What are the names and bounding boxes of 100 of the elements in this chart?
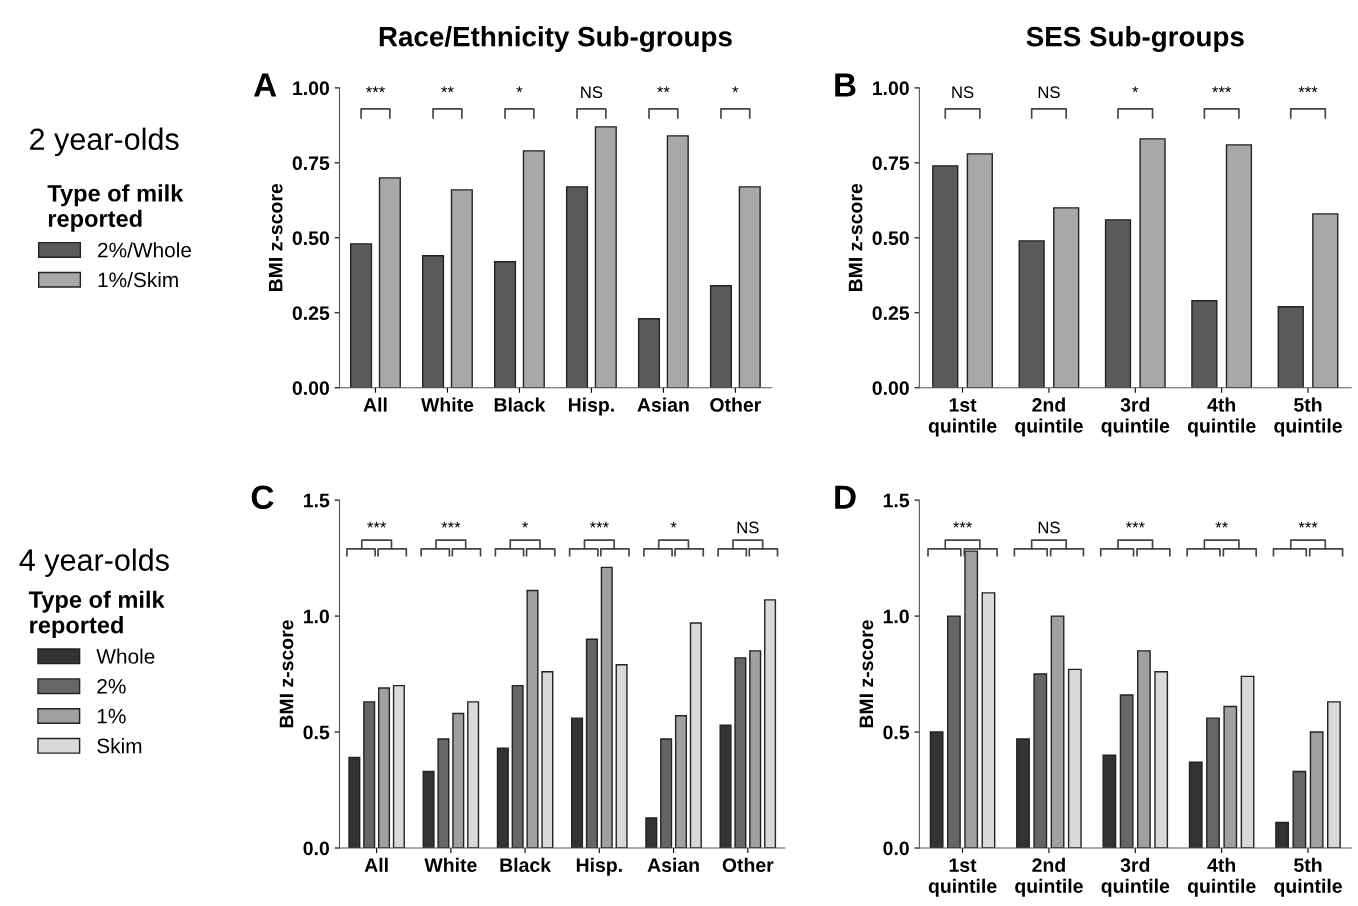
bar xyxy=(966,153,993,388)
bar xyxy=(1275,821,1290,849)
annotation: * xyxy=(522,521,529,528)
bar xyxy=(946,615,961,849)
y-tick-label: 0.25 xyxy=(872,306,910,321)
annotation: NS xyxy=(581,86,603,99)
text: 2 year-olds xyxy=(30,127,179,157)
text: D xyxy=(835,485,856,509)
y-tick-label: 0.75 xyxy=(292,156,330,171)
bar xyxy=(738,186,761,388)
y-axis-title: BMI z-score xyxy=(268,183,283,292)
annotation: NS xyxy=(1038,86,1060,99)
y-tick-label: 1.0 xyxy=(883,609,909,624)
annotation: NS xyxy=(1038,521,1060,534)
y-tick-label: 1.00 xyxy=(873,81,909,96)
bar xyxy=(1292,770,1307,849)
x-tick-label: All xyxy=(363,397,387,412)
annotation: *** xyxy=(1212,86,1232,93)
bar xyxy=(674,715,688,849)
bar xyxy=(437,738,450,849)
y-tick-label: 1.0 xyxy=(303,609,329,624)
bar xyxy=(496,747,509,849)
bar xyxy=(348,756,361,849)
bar xyxy=(363,701,376,849)
annotation: ** xyxy=(657,86,670,93)
x-tick-label: 4th quintile xyxy=(1187,857,1256,897)
legend-label: 1% xyxy=(97,708,126,724)
y-tick-label: 0.75 xyxy=(872,156,910,171)
x-tick-label: 2nd quintile xyxy=(1015,857,1083,897)
bar xyxy=(929,731,944,849)
x-tick-label: All xyxy=(364,857,388,872)
bar xyxy=(422,770,435,849)
annotation: *** xyxy=(953,521,973,528)
x-tick-label: 1st quintile xyxy=(928,398,997,437)
bar xyxy=(467,701,480,849)
bar xyxy=(1206,717,1220,849)
bar xyxy=(522,150,545,388)
x-tick-label: 3rd quintile xyxy=(1101,857,1170,897)
bar xyxy=(1240,675,1255,849)
y-tick-label: 0.0 xyxy=(883,841,909,856)
bar xyxy=(1188,761,1203,849)
bar xyxy=(585,638,598,849)
bar xyxy=(660,738,673,849)
legend-title: Type of milk reported xyxy=(28,590,165,639)
text: B xyxy=(835,73,856,97)
x-tick-label: Hisp. xyxy=(568,397,614,416)
legend-label: Skim xyxy=(97,738,142,754)
bar xyxy=(666,135,689,388)
y-axis-title: BMI z-score xyxy=(848,183,863,292)
legend-label: Whole xyxy=(96,648,155,664)
y-axis-title: BMI z-score xyxy=(859,620,874,728)
y-axis-title: BMI z-score xyxy=(279,620,294,728)
bar xyxy=(600,566,613,849)
bar xyxy=(1312,213,1339,388)
bar xyxy=(734,657,747,849)
x-tick-label: Other xyxy=(710,397,761,412)
y-tick-label: 0.25 xyxy=(292,306,330,321)
x-tick-label: Hisp. xyxy=(576,857,622,876)
bar xyxy=(1225,144,1253,388)
text: A xyxy=(253,73,277,97)
y-tick-label: 0.5 xyxy=(303,725,330,740)
bar xyxy=(964,550,979,849)
x-tick-label: Asian xyxy=(637,397,689,412)
bar xyxy=(392,684,405,849)
bar xyxy=(1033,673,1048,849)
bar xyxy=(749,650,762,849)
bar xyxy=(1137,650,1151,849)
annotation: *** xyxy=(1125,521,1145,528)
y-tick-label: 0.5 xyxy=(883,725,910,740)
bar xyxy=(1067,668,1082,849)
annotation: * xyxy=(732,86,739,93)
bar xyxy=(1223,705,1238,849)
x-tick-label: Asian xyxy=(647,857,699,873)
annotation: *** xyxy=(1298,86,1318,93)
legend-title: Type of milk reported xyxy=(47,184,184,232)
y-tick-label: 0.50 xyxy=(872,231,909,246)
annotation: * xyxy=(670,521,677,528)
y-tick-label: 1.00 xyxy=(293,81,329,96)
y-tick-label: 0.00 xyxy=(292,381,329,395)
bar xyxy=(1053,207,1080,388)
x-tick-label: 2nd quintile xyxy=(1015,397,1083,437)
annotation: *** xyxy=(366,86,385,93)
bar xyxy=(1102,754,1117,849)
annotation: * xyxy=(1132,86,1139,93)
annotation: ** xyxy=(1215,521,1228,528)
annotation: *** xyxy=(589,521,609,528)
bar xyxy=(1119,694,1134,849)
x-tick-label: Black xyxy=(500,857,552,873)
y-tick-label: 0.50 xyxy=(292,231,329,246)
y-tick-label: 1.5 xyxy=(303,493,330,508)
legend-label: 2%/Whole xyxy=(98,242,192,258)
bar xyxy=(541,671,554,849)
y-tick-label: 0.0 xyxy=(303,841,329,856)
bar xyxy=(689,622,702,849)
y-tick-label: 1.5 xyxy=(883,493,910,508)
y-tick-label: 0.00 xyxy=(872,381,909,395)
bar xyxy=(1309,731,1324,849)
legend-label: 2% xyxy=(97,678,126,694)
bar xyxy=(645,817,658,849)
annotation: *** xyxy=(1298,521,1318,528)
